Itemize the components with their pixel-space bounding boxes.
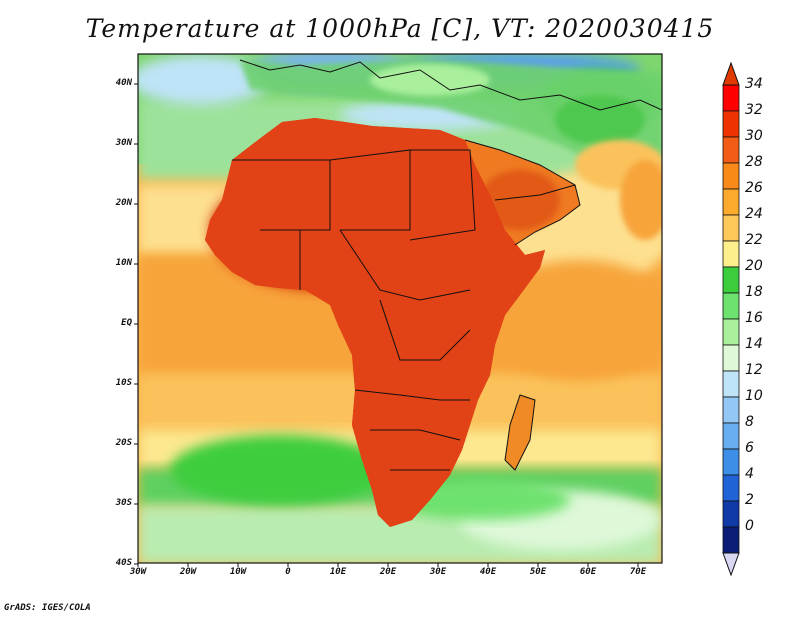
colorbar-label: 26 [745,180,763,196]
colorbar-swatch [722,474,740,502]
colorbar-label: 28 [745,154,763,170]
colorbar-label: 8 [745,414,754,430]
colorbar-label: 22 [745,232,763,248]
lon-label: 70E [629,567,647,577]
lat-label: 20S [115,438,132,448]
lon-label: 30W [129,567,147,577]
lat-label: EQ [121,318,132,328]
colorbar-label: 18 [745,284,763,300]
colorbar-swatch [722,344,740,372]
colorbar-label: 20 [745,258,763,274]
lon-label: 10W [229,567,247,577]
lat-label: 20N [115,198,132,208]
lon-label: 0 [285,567,291,577]
lon-label: 50E [529,567,547,577]
colorbar-label: 2 [745,492,754,508]
colorbar-swatch [722,448,740,476]
colorbar-bottom-arrow [722,552,740,577]
map-title: Temperature at 1000hPa [C], VT: 20200304… [85,14,715,43]
colorbar-swatch [722,422,740,450]
lat-label: 30N [115,138,132,148]
lat-label: 10S [115,378,132,388]
colorbar-label: 6 [745,440,754,456]
lon-label: 40E [479,567,497,577]
colorbar-swatch [722,526,740,554]
colorbar-swatch [722,240,740,268]
lon-label: 10E [329,567,347,577]
map-frame [137,53,663,564]
colorbar-swatch [722,162,740,190]
lon-label: 20E [379,567,397,577]
lat-label: 30S [115,498,132,508]
colorbar-swatch [722,292,740,320]
colorbar-label: 4 [745,466,754,482]
lat-label: 40N [115,78,132,88]
colorbar-label: 16 [745,310,763,326]
credit-text: GrADS: IGES/COLA [4,603,91,613]
colorbar [722,61,740,577]
colorbar-swatch [722,318,740,346]
colorbar-swatch [722,500,740,528]
colorbar-label: 34 [745,76,763,92]
colorbar-label: 30 [745,128,763,144]
colorbar-label: 10 [745,388,763,404]
colorbar-swatch [722,84,740,112]
colorbar-swatch [722,396,740,424]
coastlines [204,59,662,528]
colorbar-swatch [722,214,740,242]
colorbar-label: 14 [745,336,763,352]
colorbar-swatch [722,266,740,294]
colorbar-swatch [722,188,740,216]
colorbar-label: 24 [745,206,763,222]
lat-label: 10N [115,258,132,268]
lon-label: 60E [579,567,597,577]
colorbar-label: 12 [745,362,763,378]
colorbar-swatch [722,370,740,398]
colorbar-swatch [722,136,740,164]
colorbar-label: 32 [745,102,763,118]
lon-label: 20W [179,567,197,577]
lat-label: 40S [115,558,132,568]
colorbar-label: 0 [745,518,754,534]
colorbar-top-arrow [722,61,740,86]
colorbar-swatch [722,110,740,138]
lon-label: 30E [429,567,447,577]
